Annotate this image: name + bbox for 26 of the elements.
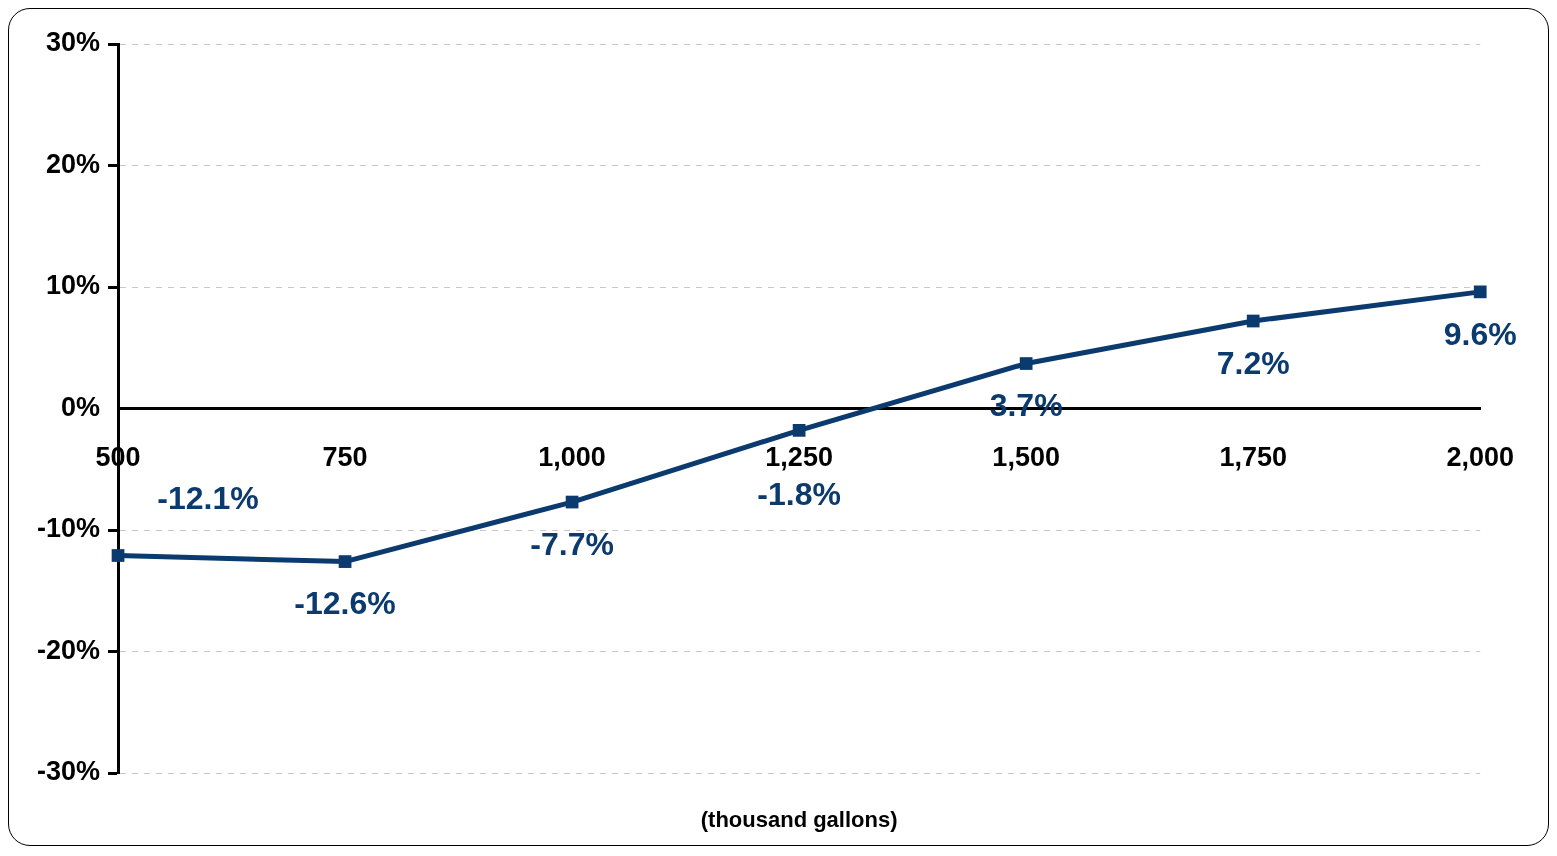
y-tick-label: -10% [37, 513, 101, 544]
x-tick-label: 2,000 [1446, 442, 1515, 473]
x-axis-title: (thousand gallons) [700, 807, 898, 833]
x-tick-label: 1,000 [538, 442, 606, 473]
y-tick-label: 30% [45, 27, 101, 58]
point [1019, 357, 1033, 370]
x-tick-label: 1,500 [992, 442, 1060, 473]
data-label: -12.1% [157, 480, 259, 517]
data-label: -7.7% [530, 525, 614, 562]
x-tick-label: 750 [322, 442, 368, 473]
data-label: -1.8% [757, 476, 841, 513]
y-tick-label: 10% [45, 270, 101, 301]
y-tick-label: 0% [61, 391, 101, 422]
y-tick-label: -30% [37, 756, 101, 787]
point [792, 424, 806, 437]
data-label: -12.6% [294, 585, 396, 622]
data-label: 9.6% [1443, 315, 1517, 352]
x-tick-label: 1,750 [1219, 442, 1287, 473]
x-tick-label: 1,250 [765, 442, 833, 473]
point [338, 555, 352, 568]
y-tick-label: 20% [45, 148, 101, 179]
data-label: 7.2% [1216, 344, 1290, 381]
point [1473, 285, 1487, 299]
point [1246, 314, 1260, 328]
y-tick-label: -20% [37, 634, 101, 665]
point [111, 549, 125, 562]
